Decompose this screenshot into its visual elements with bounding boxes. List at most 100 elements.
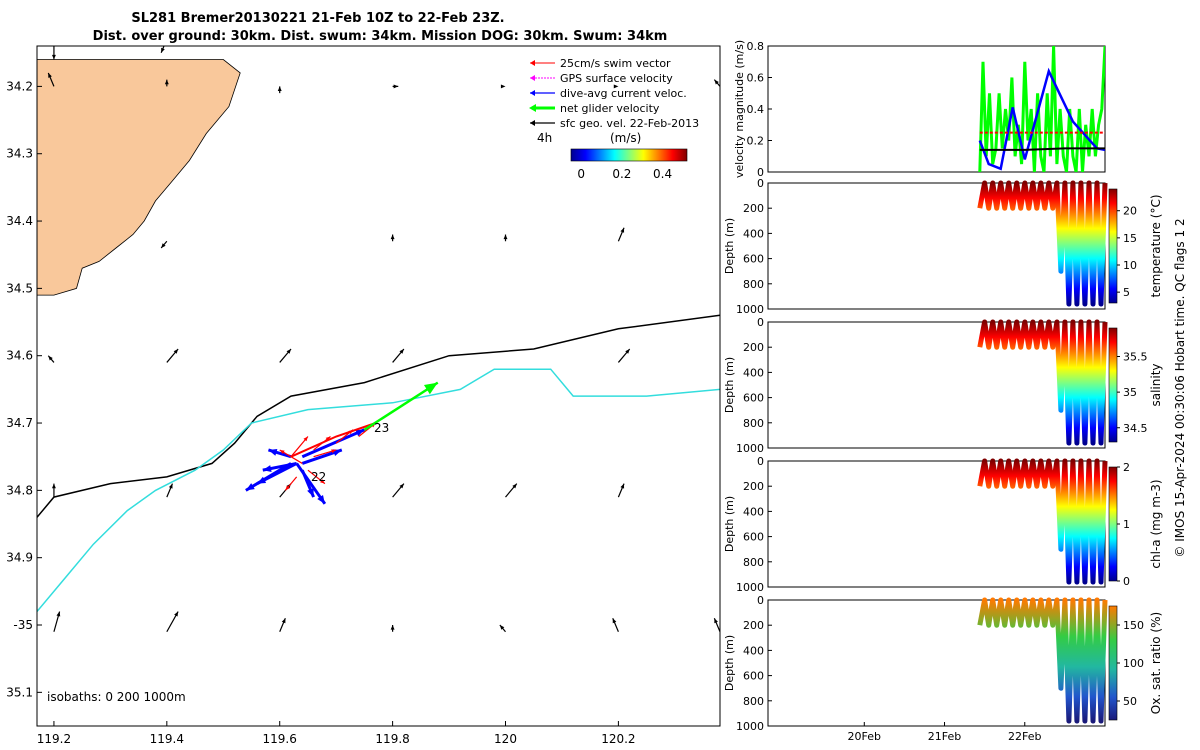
colorbar-tick-label: 50 [1123, 695, 1137, 708]
profile-y-tick-label: 400 [743, 366, 764, 379]
geostrophic-vector [617, 348, 631, 363]
profile-trace [977, 458, 1108, 585]
velocity-y-label: velocity magnitude (m/s) [733, 40, 746, 178]
geostrophic-vector [617, 483, 625, 498]
current-vector [301, 448, 343, 465]
legend-item-current: dive-avg current veloc. [530, 87, 687, 100]
swim-vector [307, 469, 326, 485]
geostrophic-vector [613, 84, 619, 89]
profile-y-tick-label: 1000 [736, 581, 764, 594]
swim-vector [284, 476, 298, 491]
geostrophic-vector [612, 618, 619, 632]
geostrophic-vector [392, 483, 405, 498]
annotation-23: 23 [374, 421, 389, 435]
speed-colorbar-tick-label: 0 [577, 167, 585, 181]
profile-y-tick-label: 400 [743, 227, 764, 240]
map-y-ticks: 34.2 34.3 34.4 34.5 34.6 34.7 34.8 34.9 -35 35.1 [6, 79, 42, 699]
geostrophic-vector [392, 348, 405, 363]
figure-title-line-2: Dist. over ground: 30km. Dist. swum: 34k… [93, 29, 668, 44]
map-y-tick-label: 34.2 [6, 79, 33, 93]
velocity-y-tick-label: 0.6 [747, 72, 765, 85]
profile-panel-oxygen: 0 200 400 600 800 1000 Depth (m) 50 100 150 Ox. sa… [723, 594, 1163, 743]
map-panel: 23 22 119.2 119.4 119.6 119.8 120 120.2 34.23… [6, 45, 721, 746]
map-y-tick-label: 34.5 [6, 281, 33, 295]
map-x-tick-label: 120.2 [601, 732, 635, 746]
profile-axes [767, 460, 1106, 588]
profile-y-tick-label: 800 [743, 556, 764, 569]
colorbar-tick-label: 35.5 [1123, 351, 1148, 364]
profile-y-tick-label: 600 [743, 392, 764, 405]
credit-text: © IMOS 15-Apr-2024 00:30:06 Hobart time.… [1173, 218, 1187, 557]
legend-item-geostrophic: sfc geo. vel. 22-Feb-2013 [530, 117, 699, 130]
profile-axes [767, 599, 1106, 727]
profile-y-label: Depth (m) [723, 357, 736, 413]
profile-panel-salinity: 0 200 400 600 800 1000 Depth (m) 34.5 35 35.5sali… [723, 316, 1163, 455]
map-x-tick-label: 119.2 [37, 732, 71, 746]
profile-x-tick-label: 21Feb [928, 730, 961, 743]
profile-y-tick-label: 1000 [736, 303, 764, 316]
profile-y-tick-label: 400 [743, 505, 764, 518]
profile-y-tick-label: 800 [743, 278, 764, 291]
colorbar-tick-label: 100 [1123, 657, 1144, 670]
profile-x-tick-label: 22Feb [1008, 730, 1041, 743]
isobath-label: isobaths: 0 200 1000m [47, 690, 186, 704]
current-vector [300, 469, 315, 498]
map-x-tick-label: 119.4 [150, 732, 184, 746]
geostrophic-vector [277, 86, 282, 94]
profile-y-tick-label: 0 [757, 455, 764, 468]
map-y-tick-label: 34.9 [6, 551, 33, 565]
profile-colorbar [1108, 188, 1118, 304]
profile-trace [977, 180, 1108, 307]
map-x-tick-label: 119.8 [375, 732, 409, 746]
speed-colorbar [570, 148, 688, 162]
current-vector [262, 461, 297, 472]
profile-panel-chl: 0 200 400 600 800 1000 Depth (m) 0 1 2 chl-a (mg m… [723, 455, 1163, 594]
velocity-y-tick-label: 0.8 [747, 40, 765, 53]
geostrophic-vector [160, 240, 168, 249]
profile-y-tick-label: 1000 [736, 720, 764, 733]
geostrophic-vector [500, 84, 506, 89]
legend-item-net: net glider velocity [529, 102, 660, 115]
current-vector [268, 448, 292, 459]
profile-y-tick-label: 600 [743, 670, 764, 683]
profile-y-label: Depth (m) [723, 635, 736, 691]
profile-y-tick-label: 800 [743, 695, 764, 708]
colorbar-label: Ox. sat. ratio (%) [1149, 612, 1163, 714]
map-x-ticks: 119.2 119.4 119.6 119.8 120 120.2 [37, 721, 636, 746]
isobath-1000m-line [37, 368, 720, 612]
current-vector [301, 428, 365, 459]
profile-y-tick-label: 600 [743, 253, 764, 266]
speed-colorbar-tick-label: 0.2 [612, 167, 631, 181]
geostrophic-vector [51, 483, 56, 498]
geostrophic-vector [279, 618, 286, 632]
profile-y-tick-label: 1000 [736, 442, 764, 455]
colorbar-tick-label: 2 [1123, 461, 1130, 474]
geostrophic-vector [47, 355, 55, 363]
colorbar-title: (m/s) [610, 131, 641, 145]
geostrophic-vector [505, 483, 518, 498]
geostrophic-vector [51, 46, 56, 60]
geostrophic-vector [390, 625, 395, 632]
colorbar-tick-label: 150 [1123, 619, 1144, 632]
map-y-tick-label: 34.4 [6, 214, 33, 228]
colorbar-tick-label: 20 [1123, 205, 1137, 218]
profile-y-tick-label: 200 [743, 619, 764, 632]
geostrophic-vector [392, 84, 399, 89]
geostrophic-vector [713, 618, 720, 632]
geostrophic-vector [390, 234, 395, 242]
profile-y-tick-label: 0 [757, 316, 764, 329]
geostrophic-vector [47, 72, 55, 87]
colorbar-label: chl-a (mg m-3) [1149, 479, 1163, 568]
annotation-22: 22 [311, 470, 326, 484]
profile-y-tick-label: 400 [743, 644, 764, 657]
map-x-tick-label: 120 [494, 732, 517, 746]
colorbar-tick-label: 0 [1123, 575, 1130, 588]
geostrophic-vector [503, 234, 508, 242]
coastline-land [37, 59, 241, 296]
colorbar-tick-label: 15 [1123, 232, 1137, 245]
profile-y-tick-label: 600 [743, 531, 764, 544]
current-vector [295, 462, 327, 505]
legend-time-label: 4h [537, 131, 552, 145]
map-y-tick-label: 35.1 [6, 685, 33, 699]
colorbar-label: temperature (°C) [1149, 195, 1163, 298]
